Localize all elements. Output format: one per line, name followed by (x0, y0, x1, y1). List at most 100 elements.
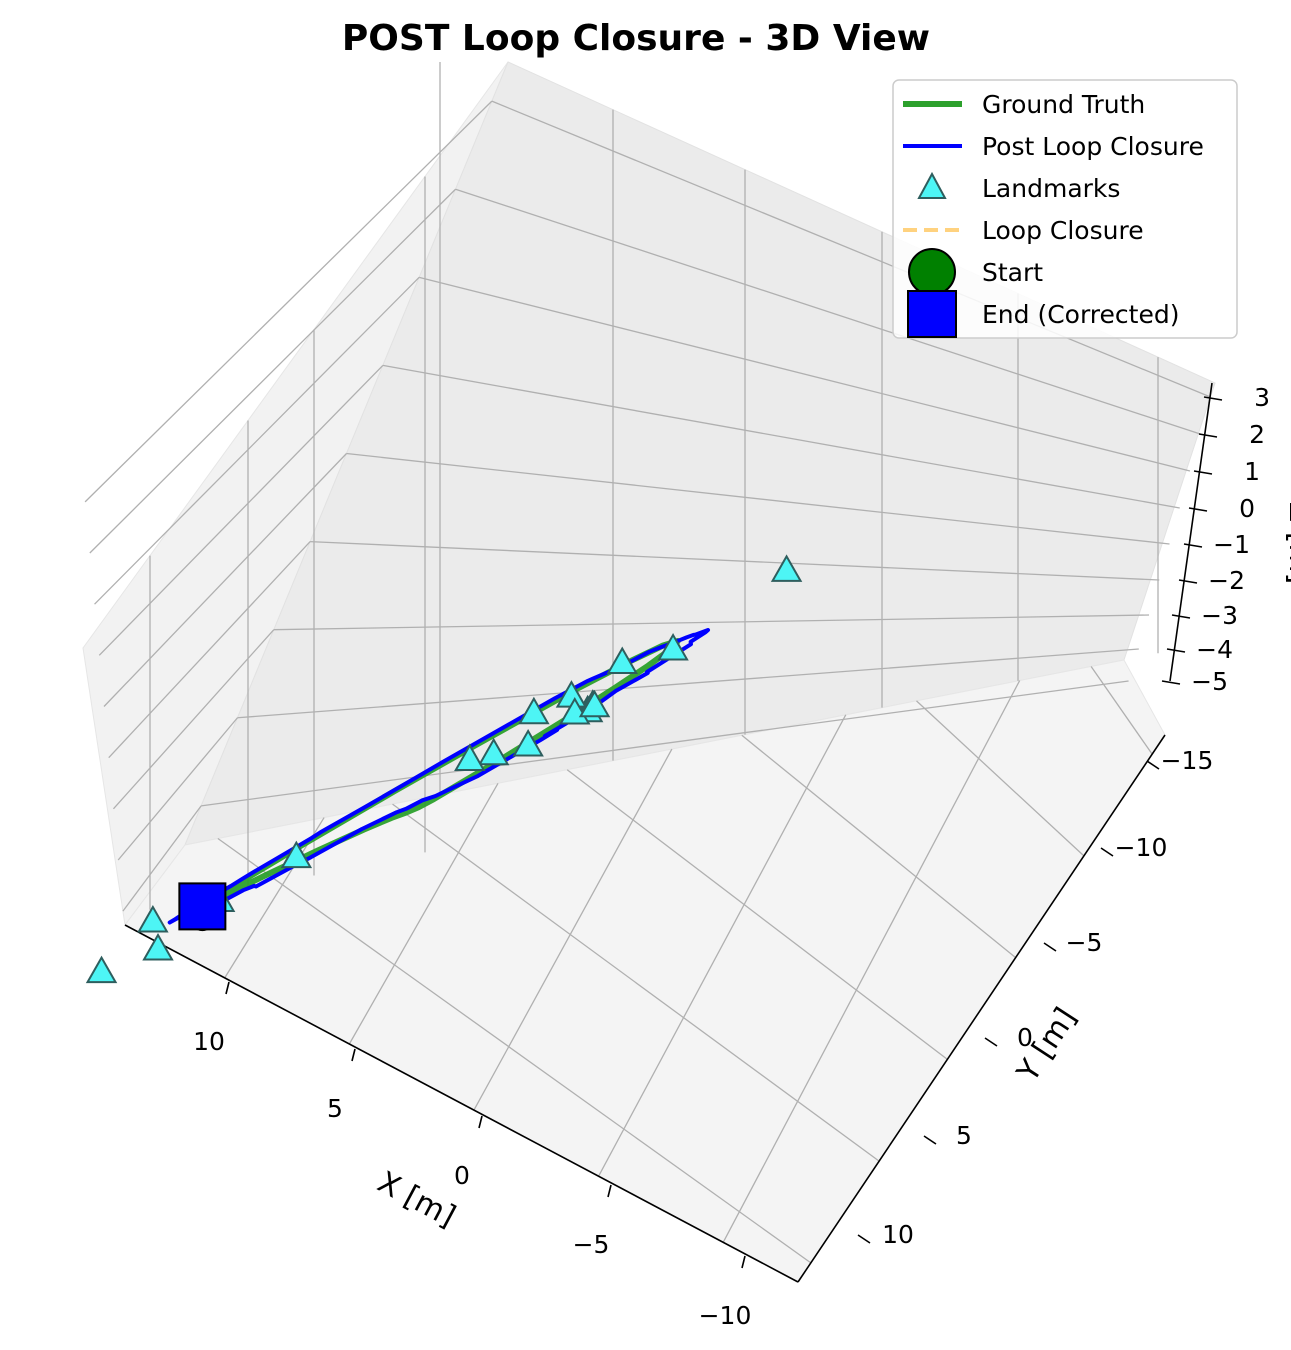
y-tick-label: 5 (956, 1121, 972, 1150)
plot-area (85, 554, 803, 984)
grid-line-z (108, 541, 311, 759)
y-tick (923, 1135, 937, 1145)
grid-line-z (201, 680, 1129, 807)
y-tick-label: −15 (1161, 746, 1214, 775)
x-tick (351, 1048, 356, 1062)
y-tick-label: 10 (882, 1220, 914, 1249)
landmark-marker (85, 955, 118, 984)
grid-line-z (455, 188, 1201, 435)
landmark-marker (657, 633, 689, 661)
z-tick-label: 0 (1239, 494, 1255, 523)
grid-line-x (348, 783, 499, 1045)
grid-line-z (103, 453, 347, 707)
grid-line-z (89, 188, 456, 554)
grid-line-z (419, 276, 1191, 472)
grid-line-z (237, 648, 1139, 719)
z-tick-label: −4 (1196, 635, 1233, 664)
legend-swatch (908, 248, 956, 296)
z-tick (1188, 507, 1208, 512)
x-tick (478, 1115, 483, 1129)
legend-swatch (917, 171, 947, 199)
legend-label: Landmarks (982, 174, 1120, 203)
z-axis-line (1169, 382, 1213, 682)
grid-line-z (122, 805, 202, 912)
landmark-marker (512, 729, 544, 757)
grid-line-x (473, 748, 673, 1111)
landmark-marker (606, 646, 638, 674)
z-tick (1203, 396, 1223, 401)
z-tick-label: −3 (1201, 601, 1238, 630)
grid-line-z (112, 629, 275, 810)
post-loop-closure-line (167, 628, 710, 925)
y-tick-label: −10 (1115, 833, 1168, 862)
z-tick-label: 3 (1254, 383, 1270, 412)
z-tick (1198, 433, 1218, 438)
y-tick (984, 1037, 998, 1047)
legend-swatch (907, 290, 957, 338)
x-tick (607, 1184, 612, 1198)
landmark-marker (280, 840, 313, 869)
x-tick-label: −5 (573, 1230, 610, 1259)
grid-line-z (98, 364, 384, 656)
y-tick-label: −5 (1066, 928, 1103, 957)
z-tick (1166, 648, 1186, 653)
grid-lines (84, 62, 1211, 1264)
x-axis-label: X [m] (372, 1165, 461, 1235)
x-tick-label: 10 (193, 1027, 225, 1056)
axis-lines (124, 382, 1213, 1283)
y-tick (1146, 760, 1160, 770)
legend-box (892, 79, 1238, 339)
z-tick (1178, 579, 1198, 584)
z-tick (1193, 470, 1213, 475)
grid-line-z (273, 614, 1150, 631)
z-tick-label: −5 (1191, 667, 1228, 696)
landmark-marker (477, 737, 510, 766)
z-tick-label: 1 (1244, 457, 1260, 486)
landmark-marker (518, 696, 550, 725)
x-tick (741, 1255, 746, 1269)
grid-line-z (84, 100, 493, 503)
legend: Ground Truth Post Loop Closure Landmarks Lo… (892, 79, 1238, 339)
z-tick (1171, 614, 1191, 619)
landmark-marker (578, 689, 611, 718)
y-tick (1100, 847, 1114, 857)
axes-panes (82, 61, 1216, 1283)
z-tick-label: −2 (1208, 566, 1245, 595)
z-axis-label: Z [m] (1282, 502, 1291, 585)
grid-line-z (117, 717, 238, 861)
grid-line-x (722, 680, 1021, 1243)
y-axis-line (797, 734, 1166, 1283)
grid-line-z (491, 100, 1211, 398)
grid-line-z (382, 364, 1180, 509)
x-axis-line (124, 924, 799, 1283)
legend-label: Ground Truth (982, 90, 1145, 119)
z-tick (1161, 680, 1181, 685)
landmark-marker (454, 743, 486, 772)
grid-line-z (310, 540, 1160, 581)
grid-line-y (916, 700, 1085, 857)
grid-line-y (217, 837, 812, 1264)
x-tick-label: −10 (699, 1301, 752, 1330)
legend-label: End (Corrected) (982, 300, 1179, 329)
grid-line-y (1090, 666, 1153, 755)
legend-label: Loop Closure (982, 216, 1144, 245)
y-tick (1043, 942, 1057, 952)
grid-line-y (741, 734, 1017, 959)
z-tick (1183, 543, 1203, 548)
grid-line-y (566, 769, 948, 1060)
x-tick (225, 981, 230, 995)
z-tick-label: −1 (1213, 530, 1250, 559)
y-tick (857, 1234, 871, 1244)
landmark-marker (137, 905, 169, 933)
landmark-marker (559, 696, 591, 725)
grid-line-z (346, 452, 1170, 545)
legend-label: Post Loop Closure (982, 132, 1204, 161)
chart-title: POST Loop Closure - 3D View (342, 18, 930, 59)
landmark-marker (142, 932, 174, 961)
x-tick-label: 0 (454, 1161, 470, 1190)
grid-line-z (94, 276, 420, 605)
legend-label: Start (982, 258, 1043, 287)
z-tick-label: 2 (1249, 420, 1265, 449)
